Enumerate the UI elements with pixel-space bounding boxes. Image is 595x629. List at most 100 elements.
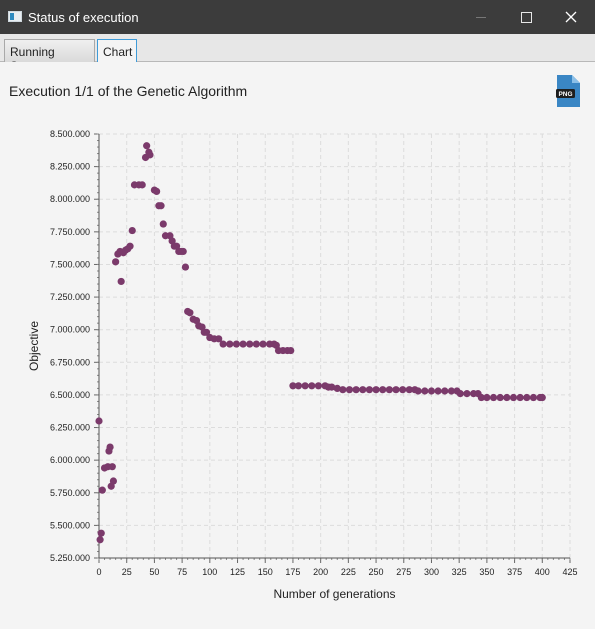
x-tick-label: 275 [396,567,411,577]
data-point [126,242,134,250]
data-point [239,340,247,348]
data-point [372,386,380,394]
x-tick-label: 200 [313,567,328,577]
data-point [219,340,227,348]
tab-chart[interactable]: Chart [97,39,137,62]
data-point [399,386,407,394]
x-tick-label: 25 [122,567,132,577]
y-tick-label: 6.000.000 [50,455,90,465]
chart-title: Execution 1/1 of the Genetic Algorithm [9,83,248,99]
x-tick-label: 325 [452,567,467,577]
x-tick-label: 250 [369,567,384,577]
data-point [112,258,120,266]
data-point [463,390,471,398]
data-point [352,386,360,394]
x-tick-label: 425 [562,567,577,577]
data-point [108,463,116,471]
data-point [106,443,114,451]
data-point [359,386,367,394]
data-point [146,151,154,159]
x-tick-label: 125 [230,567,245,577]
data-point [294,382,303,390]
y-tick-label: 8.250.000 [50,162,90,172]
png-file-icon[interactable]: PNG [556,75,580,107]
x-tick-label: 100 [202,567,217,577]
data-point [289,382,297,390]
y-tick-label: 7.750.000 [50,227,90,237]
data-point [226,340,234,348]
data-point [96,536,104,544]
maximize-button[interactable] [503,0,549,34]
y-tick-label: 7.250.000 [50,292,90,302]
data-point [252,340,260,348]
data-point [109,477,118,485]
data-point [143,142,151,150]
data-point [456,390,464,398]
data-point [434,387,442,395]
data-point [186,309,194,317]
data-point [427,387,436,395]
data-point [328,383,336,391]
y-tick-label: 6.500.000 [50,390,90,400]
data-point [392,386,400,394]
data-point [287,346,295,355]
data-point [523,393,531,402]
close-icon [565,11,577,23]
y-tick-label: 6.250.000 [50,423,90,433]
x-axis-label: Number of generations [273,587,395,601]
x-tick-label: 0 [96,567,101,577]
minimize-button[interactable] [458,0,504,34]
data-point [202,328,211,336]
y-tick-label: 7.000.000 [50,325,90,335]
data-point [98,486,106,494]
window-title: Status of execution [28,10,139,25]
x-tick-label: 50 [149,567,159,577]
data-point [483,393,491,402]
x-tick-label: 300 [424,567,439,577]
data-point [138,181,146,189]
data-point [447,387,456,395]
x-tick-label: 350 [479,567,494,577]
title-bar[interactable]: Status of execution [0,0,595,34]
data-point [95,417,103,425]
x-tick-label: 375 [507,567,522,577]
data-point [477,393,485,402]
close-button[interactable] [548,0,594,34]
maximize-icon [520,11,532,23]
tab-running-status[interactable]: Running Status [4,39,95,73]
y-tick-label: 5.500.000 [50,520,90,530]
tab-bar: Running Status Chart [0,34,595,73]
data-point [405,386,413,394]
y-tick-label: 8.500.000 [50,129,90,139]
x-tick-label: 150 [258,567,273,577]
plot-area [99,134,570,558]
data-point [365,386,374,394]
data-point [333,384,341,392]
y-tick-label: 8.000.000 [50,194,90,204]
data-point [153,187,161,196]
x-tick-label: 225 [341,567,356,577]
data-point [157,202,165,210]
data-point [179,247,187,256]
x-tick-label: 400 [535,567,550,577]
data-point [529,393,538,402]
data-point [128,226,136,235]
y-tick-label: 6.750.000 [50,357,90,367]
y-axis-label: Objective [27,321,41,371]
data-point [516,393,524,402]
x-tick-label: 75 [177,567,187,577]
data-point [215,335,223,343]
data-point [97,529,105,537]
data-point [503,393,511,402]
png-icon-label: PNG [558,91,572,98]
app-window-icon [8,11,22,22]
data-point [117,277,125,286]
data-point [489,393,498,402]
data-point [345,386,354,394]
data-point [385,386,393,394]
data-point [538,393,546,402]
data-point [301,382,309,390]
data-point [421,387,429,395]
objective-scatter-chart: 0 25 50 75 100 125 150 175 200 225 250 275 300 325 350… [27,129,578,601]
